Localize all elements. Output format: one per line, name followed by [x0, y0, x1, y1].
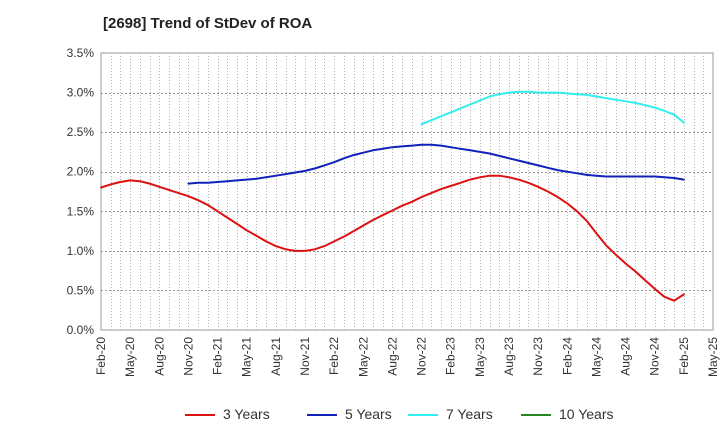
y-tick-label: 2.0% — [67, 165, 95, 179]
series-line-2 — [187, 143, 685, 185]
legend-label: 5 Years — [345, 406, 392, 422]
x-tick-label: May-23 — [473, 337, 487, 377]
x-tick-label: Nov-22 — [415, 337, 429, 376]
series-line-3 — [420, 90, 685, 126]
chart-title: [2698] Trend of StDev of ROA — [103, 15, 313, 32]
x-tick-label: May-20 — [123, 337, 137, 377]
x-tick-label: Aug-22 — [385, 337, 399, 376]
y-axis-tick-labels: 0.0% 0.5% 1.0% 1.5% 2.0% 2.5% 3.0% 3.5% — [67, 46, 95, 337]
x-tick-label: Nov-24 — [648, 337, 662, 376]
legend-label: 7 Years — [446, 406, 493, 422]
legend-label: 3 Years — [223, 406, 270, 422]
x-tick-label: May-24 — [589, 337, 603, 377]
plot-border — [100, 52, 714, 331]
y-tick-label: 3.5% — [67, 46, 95, 60]
x-tick-label: May-25 — [706, 337, 720, 377]
x-axis-tick-labels: Feb-20 May-20 Aug-20 Nov-20 Feb-21 May-21 Aug-… — [94, 337, 720, 377]
grid-vertical — [111, 53, 704, 330]
y-tick-label: 1.5% — [67, 204, 95, 218]
x-tick-label: Feb-23 — [444, 337, 458, 375]
series-lines — [100, 90, 685, 302]
legend: 3 Years 5 Years 7 Years 10 Years — [185, 406, 614, 422]
x-tick-label: May-21 — [240, 337, 254, 377]
x-tick-label: Feb-21 — [211, 337, 225, 375]
x-tick-label: Aug-24 — [619, 337, 633, 376]
y-tick-label: 2.5% — [67, 125, 95, 139]
legend-label: 10 Years — [559, 406, 614, 422]
x-tick-label: Nov-20 — [181, 337, 195, 376]
x-tick-label: Nov-23 — [531, 337, 545, 376]
x-tick-label: Aug-23 — [502, 337, 516, 376]
y-tick-label: 3.0% — [67, 86, 95, 100]
x-tick-label: Feb-20 — [94, 337, 108, 375]
y-tick-label: 1.0% — [67, 244, 95, 258]
x-tick-label: Feb-22 — [327, 337, 341, 375]
grid-horizontal — [101, 93, 713, 291]
x-tick-label: May-22 — [356, 337, 370, 377]
y-tick-label: 0.5% — [67, 283, 95, 297]
x-tick-label: Nov-21 — [298, 337, 312, 376]
x-tick-label: Aug-21 — [269, 337, 283, 376]
x-tick-label: Feb-24 — [560, 337, 574, 375]
x-tick-label: Aug-20 — [152, 337, 166, 376]
y-tick-label: 0.0% — [67, 323, 95, 337]
plot-area — [100, 52, 714, 331]
series-line-1 — [100, 174, 685, 302]
x-tick-label: Feb-25 — [677, 337, 691, 375]
